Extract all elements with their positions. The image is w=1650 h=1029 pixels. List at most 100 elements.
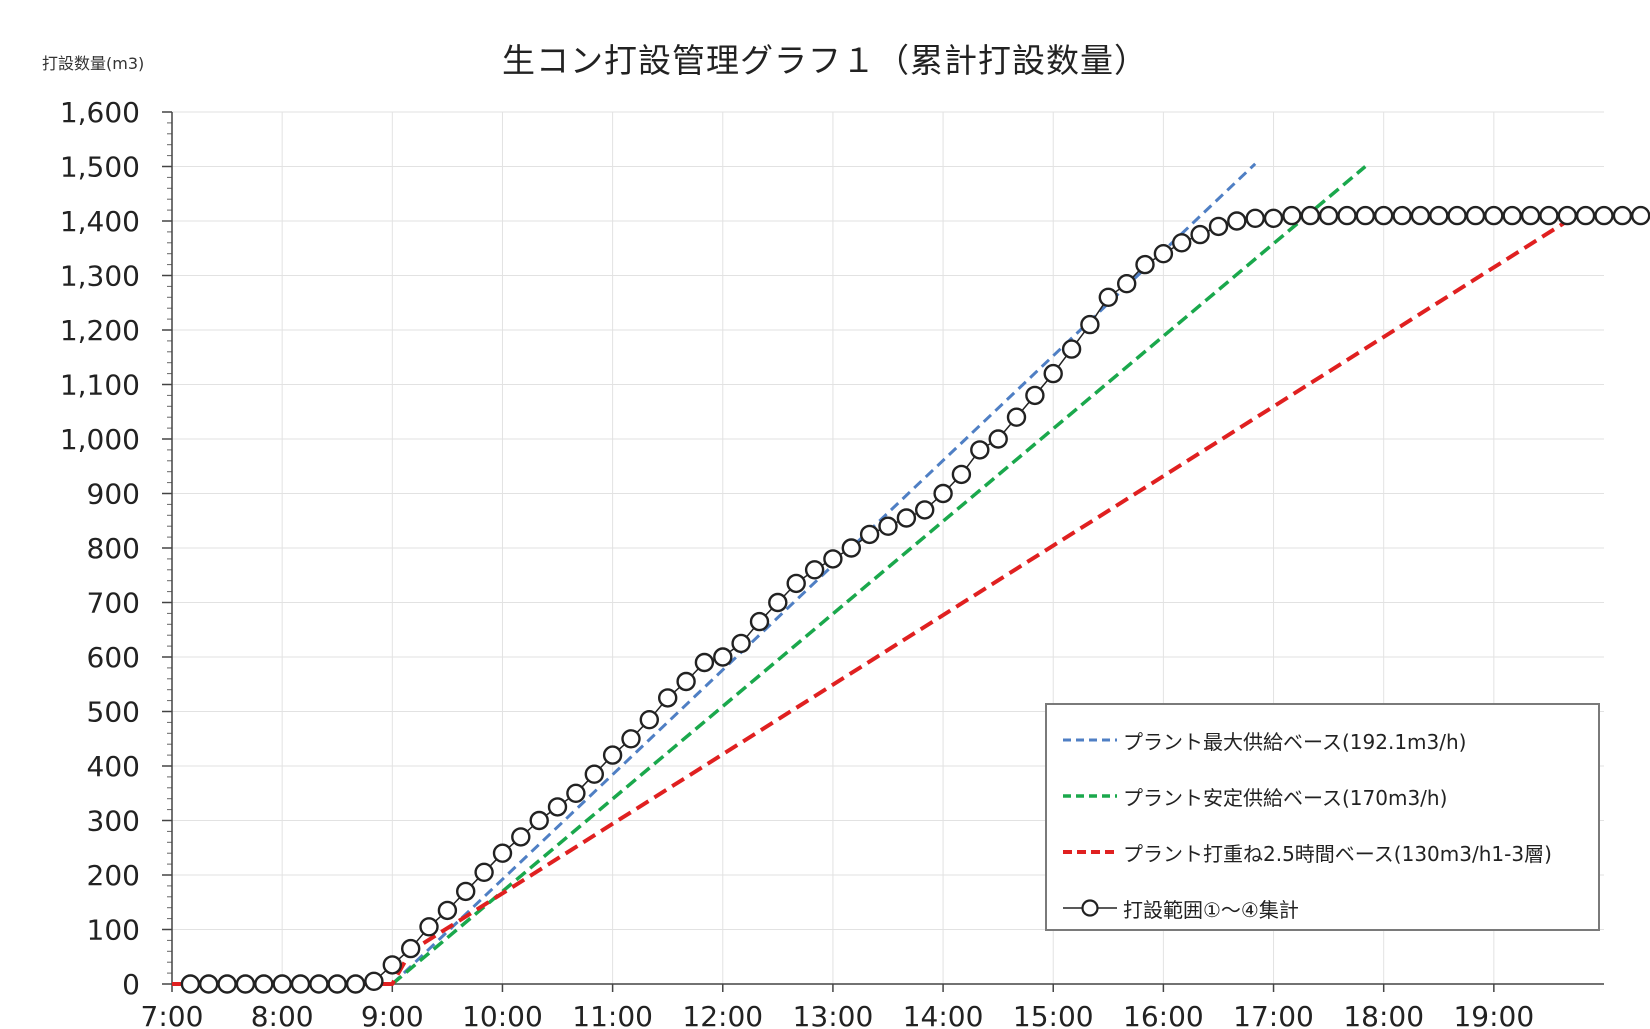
data-point (1484, 205, 1504, 226)
legend-item-max-supply: プラント最大供給ベース(192.1m3/h) (1063, 725, 1466, 755)
legend-label-overlay: プラント打重ね2.5時間ベース(130m3/h1-3層) (1123, 841, 1552, 866)
data-point (1025, 385, 1045, 406)
data-point (1282, 205, 1302, 226)
x-tick-label: 10:00 (462, 1000, 543, 1029)
data-point (915, 500, 935, 520)
x-tick-label: 13:00 (793, 1000, 874, 1029)
data-point (896, 508, 917, 528)
data-point (602, 745, 623, 765)
data-point (217, 974, 237, 994)
data-point (419, 917, 439, 937)
x-tick-label: 16:00 (1123, 1000, 1204, 1029)
data-point (658, 688, 678, 708)
data-point (1557, 205, 1578, 226)
data-point (492, 843, 513, 863)
data-point (511, 827, 531, 847)
data-point (401, 938, 421, 959)
data-point (1135, 254, 1155, 275)
data-point (1355, 205, 1376, 226)
data-point (235, 974, 256, 994)
data-point (1465, 205, 1486, 226)
x-tick-label: 18:00 (1343, 1000, 1424, 1029)
series-layer (172, 162, 1650, 994)
data-point (804, 560, 825, 580)
chart-title: 生コン打設管理グラフ１（累計打設数量） (502, 41, 1148, 80)
y-tick-label: 1,500 (60, 151, 140, 184)
legend-item-actual: 打設範囲①～④集計 (1063, 893, 1299, 923)
data-point (1447, 205, 1467, 226)
data-point (639, 710, 659, 730)
data-point (1263, 208, 1284, 229)
x-tick-label: 12:00 (682, 1000, 763, 1029)
data-point (1300, 205, 1321, 226)
x-tick-label: 8:00 (251, 1000, 314, 1029)
y-tick-label: 600 (87, 641, 140, 674)
legend-label-actual: 打設範囲①～④集計 (1123, 897, 1299, 922)
data-point (1539, 205, 1559, 226)
data-point (584, 764, 604, 784)
axes (162, 111, 1604, 992)
data-point (309, 974, 329, 994)
legend-swatch-max-supply (1063, 738, 1117, 742)
data-point (437, 900, 458, 921)
data-point (1429, 205, 1449, 226)
data-point (676, 671, 696, 692)
data-point (1502, 205, 1522, 226)
data-point (1631, 205, 1650, 226)
data-point (1594, 205, 1614, 226)
y-axis-label: 打設数量(m3) (42, 54, 145, 73)
data-point (933, 483, 953, 504)
data-point (859, 524, 880, 545)
data-point (694, 652, 715, 673)
data-point (1245, 208, 1265, 229)
y-tick-label: 1,200 (60, 314, 140, 347)
data-point (768, 592, 788, 613)
legend-label-max-supply: プラント最大供給ベース(192.1m3/h) (1123, 729, 1467, 754)
legend-item-stable-supply: プラント安定供給ベース(170m3/h) (1063, 781, 1447, 811)
x-tick-label: 11:00 (572, 1000, 653, 1029)
x-tick-label: 17:00 (1233, 1000, 1314, 1029)
data-point (1208, 216, 1229, 237)
y-tick-label: 300 (87, 805, 140, 838)
data-point (731, 633, 751, 654)
data-point (364, 971, 384, 991)
y-tick-label: 1,300 (60, 260, 140, 293)
y-tick-label: 400 (87, 750, 140, 783)
data-point (786, 573, 806, 594)
data-point (988, 429, 1008, 449)
y-tick-label: 1,100 (60, 369, 140, 402)
data-point (1392, 205, 1412, 226)
y-tick-label: 0 (122, 968, 140, 1001)
data-point (970, 440, 990, 460)
data-point (547, 797, 568, 817)
data-point (1098, 287, 1119, 307)
data-point (621, 729, 641, 749)
data-point (345, 974, 366, 994)
data-point (382, 955, 402, 975)
y-tick-label: 900 (87, 478, 140, 511)
data-point (1227, 211, 1247, 231)
data-point (1410, 205, 1431, 226)
data-point (1153, 243, 1174, 264)
data-point (1575, 205, 1596, 226)
data-point (254, 974, 274, 994)
y-tick-label: 800 (87, 532, 140, 565)
data-point (327, 974, 347, 994)
data-point (749, 611, 770, 632)
y-tick-label: 500 (87, 696, 140, 729)
data-point (1116, 274, 1137, 294)
data-point (1612, 205, 1633, 226)
data-point (1190, 224, 1210, 245)
data-point (1337, 205, 1357, 226)
data-point (1006, 407, 1027, 427)
data-point (841, 538, 861, 558)
y-tick-label: 1,000 (60, 423, 140, 456)
data-point (1061, 339, 1082, 359)
legend-item-overlay: プラント打重ね2.5時間ベース(130m3/h1-3層) (1063, 837, 1552, 867)
data-point (1171, 233, 1192, 253)
data-point (878, 516, 898, 536)
data-point (272, 974, 292, 994)
y-tick-label: 200 (87, 859, 140, 892)
y-tick-label: 1,600 (60, 96, 140, 129)
